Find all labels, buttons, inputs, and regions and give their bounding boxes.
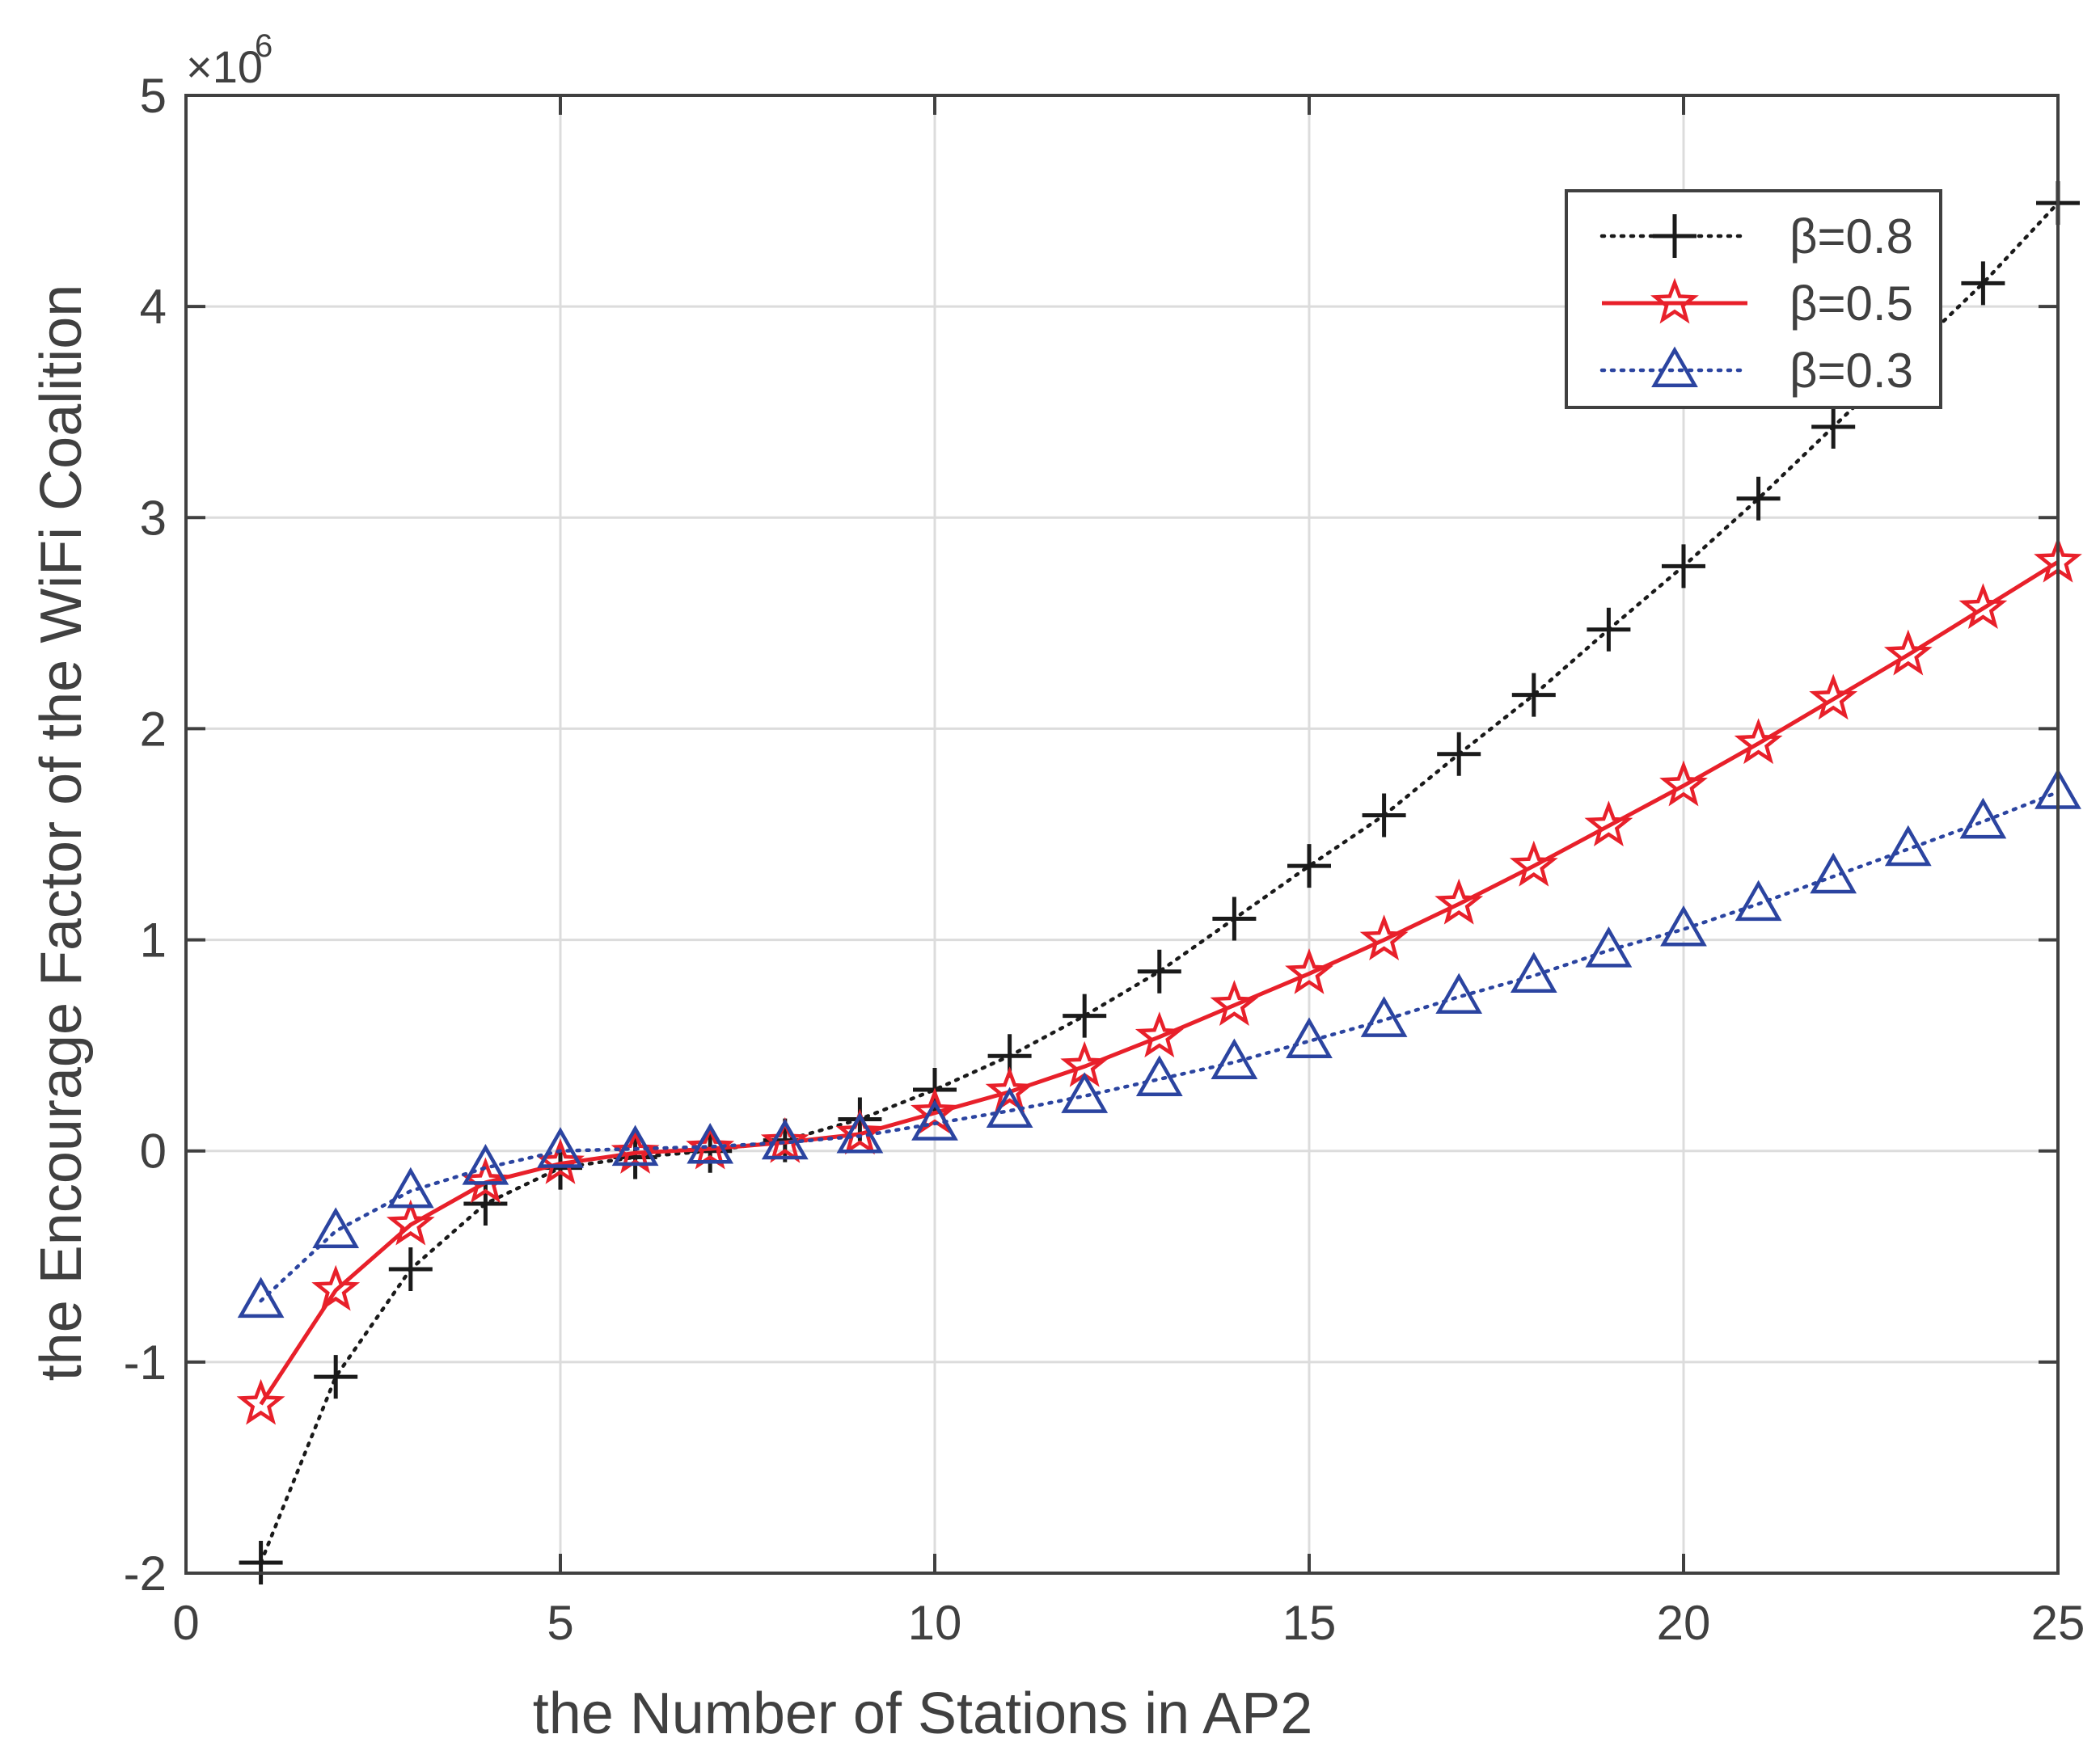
triangle-marker-point [1435,973,1483,1015]
x-tick-label: 10 [908,1596,962,1650]
star-marker-point [1135,1011,1184,1058]
y-axis-label: the Encourage Factor of the WiFi Coaliti… [29,285,94,1382]
plus-marker-point [1437,732,1481,776]
triangle-marker-point [537,1127,584,1168]
series-line [259,559,2060,1406]
plus-marker-point [388,1247,433,1291]
y-tick-label: 3 [140,491,167,545]
star-marker-point [1359,914,1409,960]
star-marker-point [985,1066,1034,1112]
triangle-marker-point [611,1124,659,1167]
x-tick-label: 15 [1282,1596,1337,1650]
y-multiplier: ×10 6 [186,28,273,92]
triangle-marker-point [911,1099,958,1141]
y-tick-label: -1 [124,1335,167,1390]
triangle-marker-point [1585,926,1633,968]
triangle-marker-point [1735,880,1782,922]
star-marker-point [911,1087,959,1134]
triangle-marker-point [1959,797,2007,839]
plus-marker-point [1811,404,1856,449]
legend-entry-2: β=0.5 [1602,276,1913,331]
star-marker-point [686,1123,735,1170]
plus-marker-point [314,1355,358,1399]
star-marker-point [1659,760,1708,807]
x-tick-label: 25 [2031,1596,2085,1650]
y-tick-label: 0 [140,1124,167,1179]
plot-series [236,181,2082,1584]
plus-marker-point [1362,793,1406,838]
star-marker-point [1958,583,2008,629]
legend-label: β=0.5 [1789,276,1913,331]
y-tick-label: 1 [140,913,167,968]
legend-entry-1: β=0.8 [1599,209,1913,264]
y-multiplier-label: ×10 [186,41,263,92]
y-tick-label: 2 [140,702,167,756]
star-marker-point [1584,800,1633,846]
star-marker-point [1435,878,1484,925]
y-tick-label: 4 [140,280,167,334]
star-marker-point [1285,948,1333,994]
plus-marker-point [1961,261,2005,306]
triangle-marker-point [1360,996,1408,1037]
star-marker-point [1734,718,1783,765]
series-line [259,790,2060,1303]
legend-entry-3: β=0.3 [1599,344,1913,398]
star-marker-point [386,1199,435,1246]
legend-box [1565,189,1942,409]
star-marker-point [1210,980,1259,1027]
y-tick-label: 5 [140,69,167,123]
legend-marker [1651,346,1698,388]
legend: β=0.8 β=0.5 β=0.3 [1565,189,1942,409]
star-marker-point [835,1108,885,1155]
star-marker-point [311,1264,361,1311]
legend-marker [1653,214,1696,258]
x-tick-label: 0 [172,1596,199,1650]
star-marker-point [1883,629,1933,676]
series-3 [237,768,2081,1319]
plus-marker-point [1662,544,1705,589]
triangle-marker-point [1660,905,1707,947]
triangle-marker-point [1135,1055,1183,1096]
triangle-marker-point [1810,852,1857,894]
triangle-marker-point [387,1167,434,1209]
plus-marker-point [1736,476,1781,521]
plus-marker-point [1587,607,1631,652]
x-tick-label: 20 [1657,1596,1711,1650]
star-marker-point [1509,840,1558,887]
star-marker-point [1809,673,1858,720]
legend-label: β=0.8 [1789,209,1913,264]
plus-marker-point [1511,673,1556,717]
plus-marker-point [1063,994,1107,1038]
axis-ticks: 0 5 10 15 20 25 -2 -1 0 1 2 3 4 5 [124,69,2085,1650]
plus-marker-point [239,1540,283,1584]
axes-box [184,94,2060,1575]
triangle-marker-point [1061,1072,1109,1113]
star-marker-point [611,1127,660,1174]
legend-marker [1650,277,1699,324]
triangle-marker-point [237,1276,285,1319]
triangle-marker-point [1510,951,1557,993]
triangle-marker-point [312,1207,360,1248]
triangle-marker-point [1286,1017,1333,1058]
plus-marker-point [1287,844,1331,888]
star-marker-point [236,1378,285,1425]
star-marker-point [760,1116,809,1163]
triangle-marker-point [1211,1038,1258,1080]
x-axis-label: the Number of Stations in AP2 [533,1681,1313,1746]
triangle-marker-point [986,1086,1033,1129]
x-tick-label: 5 [547,1596,573,1650]
y-multiplier-exponent: 6 [255,28,273,64]
series-2 [236,536,2082,1425]
y-tick-label: -2 [124,1546,167,1601]
plus-marker-point [1137,949,1181,994]
plus-marker-point [1212,897,1257,941]
triangle-marker-point [462,1144,509,1185]
legend-label: β=0.3 [1789,344,1913,398]
triangle-marker-point [761,1118,809,1160]
triangle-marker-point [836,1112,884,1154]
triangle-marker-point [687,1122,734,1164]
triangle-marker-point [1884,825,1932,867]
